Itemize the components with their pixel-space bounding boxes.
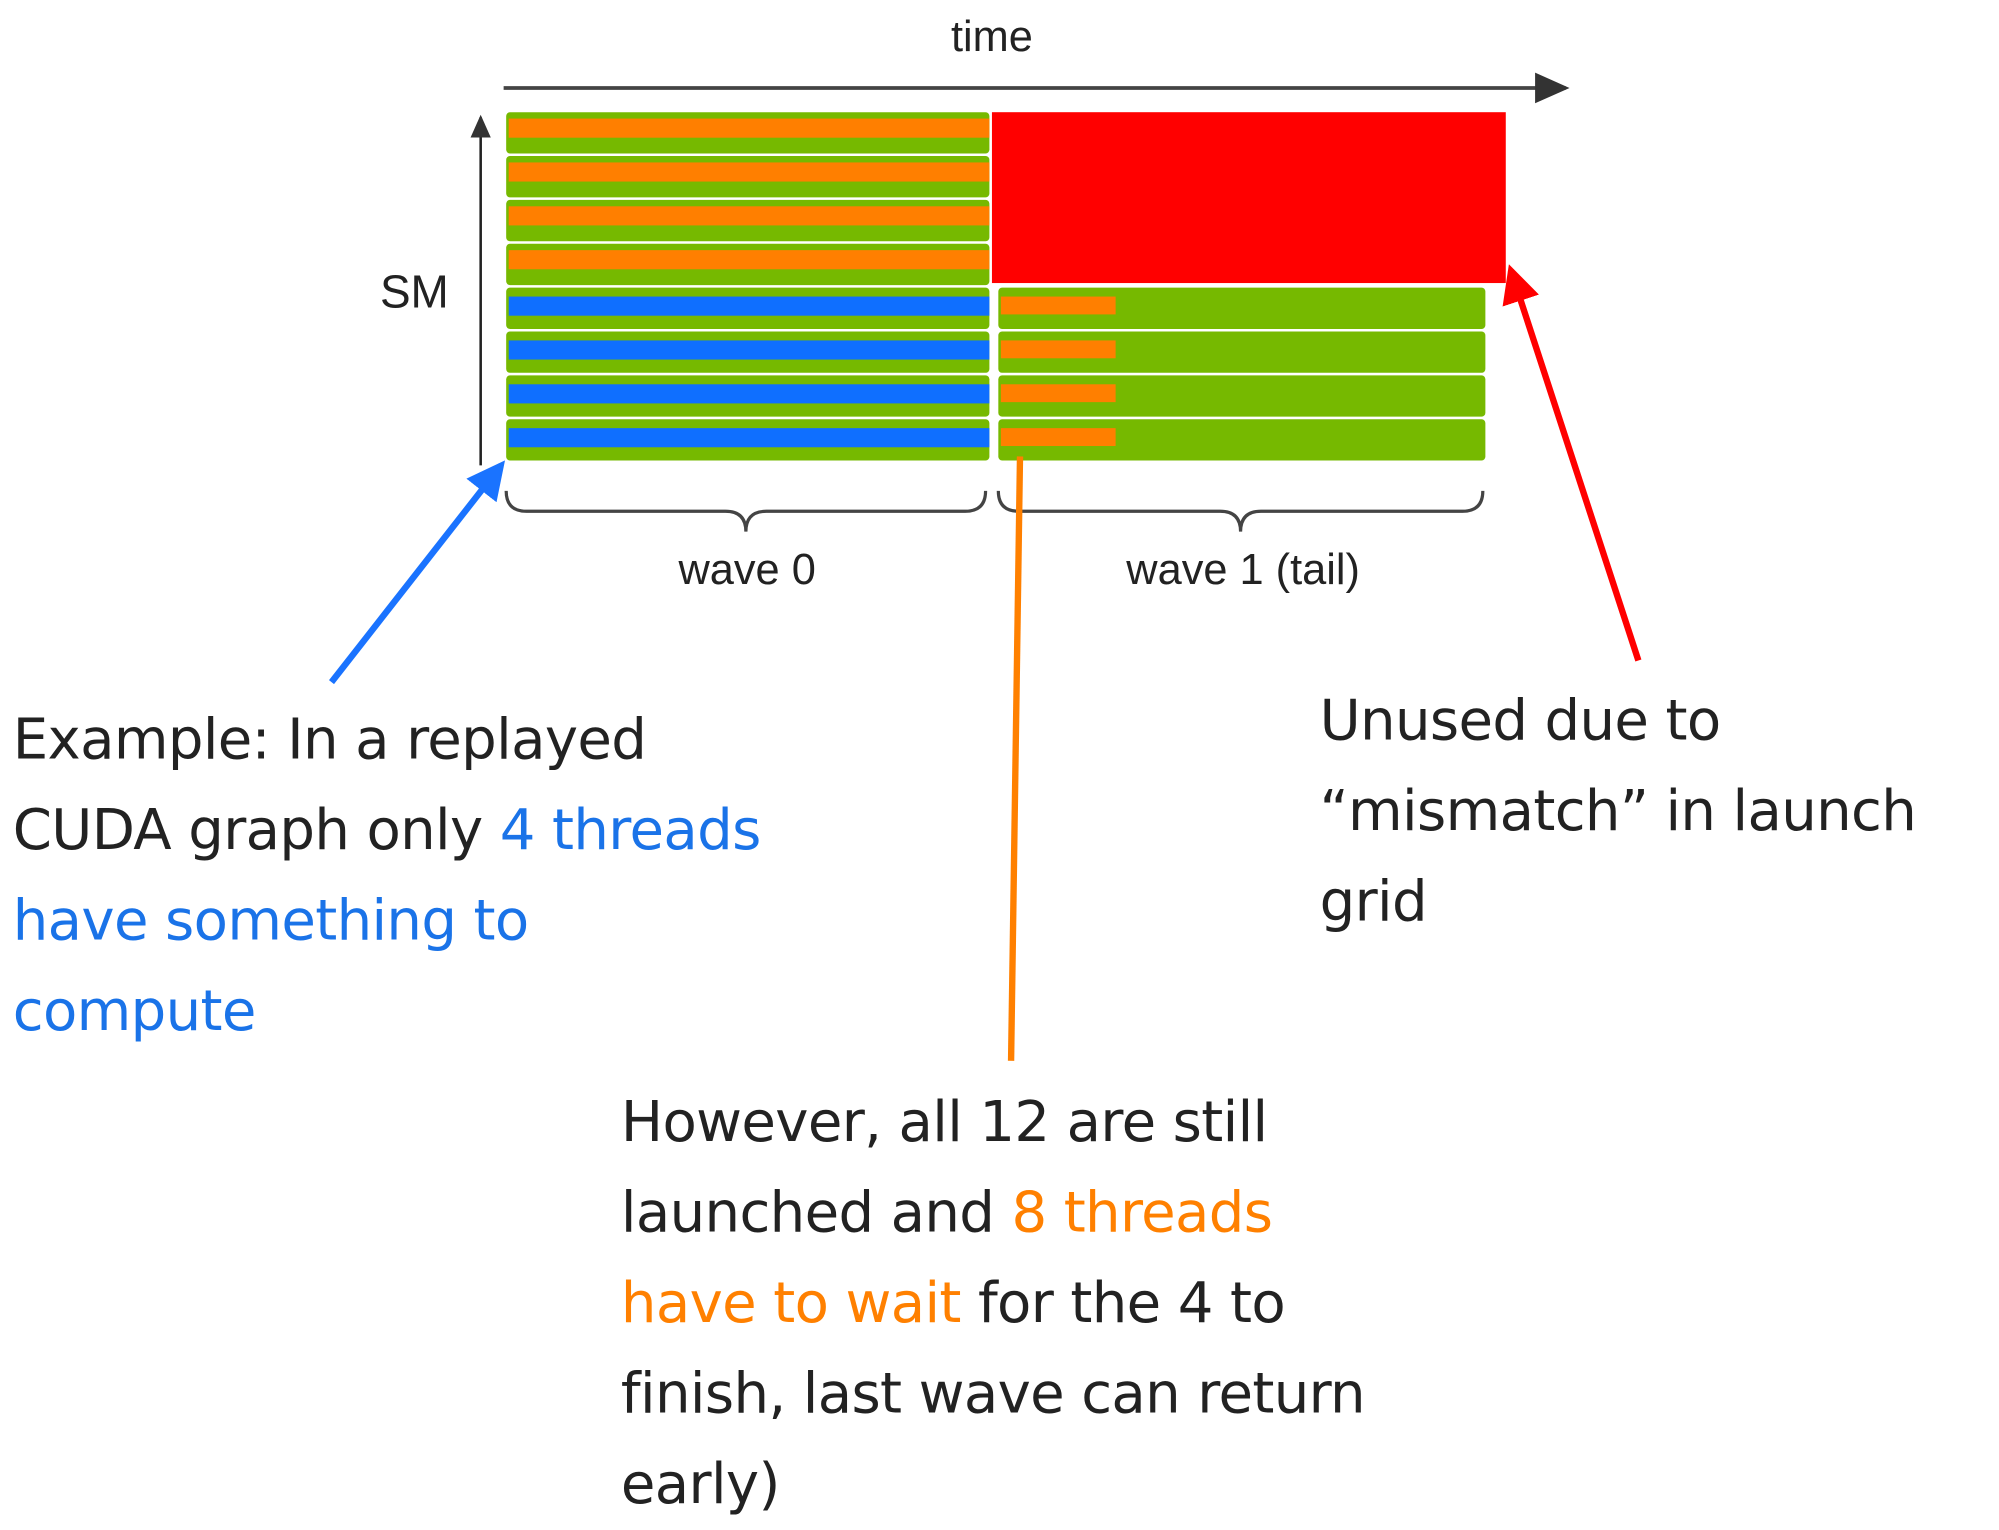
wave-1-short-bar (1000, 340, 1116, 359)
bottom-annotation: However, all 12 are still launched and 8… (621, 1077, 1373, 1530)
wave-1-label: wave 1 (tail) (1125, 546, 1360, 594)
bottom-note-text: However, all 12 are still launched and (620, 1090, 1268, 1246)
orange-pointer-line (1007, 456, 1024, 1061)
time-axis-label: time (951, 13, 1033, 61)
wave-1-block (998, 419, 1486, 461)
wave-0-compute-bar (508, 296, 990, 316)
left-note-text: Example: In a replayed CUDA graph only (12, 707, 647, 864)
wave-0-waiting-bar (508, 206, 990, 226)
wave-0-compute-bar (508, 428, 990, 448)
left-note-highlight: 4 threads have something to compute (12, 798, 762, 1045)
sm-rows (506, 112, 1486, 461)
bottom-note-text-end: for the 4 to finish, last wave can retur… (620, 1271, 1366, 1518)
wave-1-block (998, 287, 1486, 329)
unused-region (991, 112, 1506, 284)
bottom-note-highlight: 8 threads have to wait (620, 1180, 1273, 1337)
wave-0-label: wave 0 (677, 546, 815, 594)
sm-axis-label: SM (380, 265, 449, 317)
wave-0-waiting-bar (508, 162, 990, 182)
wave-0-compute-bar (508, 340, 990, 360)
wave-1-short-bar (1000, 428, 1116, 446)
wave-1-short-bar (1000, 384, 1116, 403)
wave-0-waiting-bar (508, 250, 990, 270)
right-note-text: Unused due to “mismatch” in launch grid (1319, 688, 1917, 935)
wave-0-brace (504, 490, 988, 532)
wave-0-waiting-bar (508, 118, 990, 138)
red-arrow (1502, 264, 1642, 662)
wave-1-short-bar (1000, 296, 1116, 315)
wave-0-compute-bar (508, 384, 990, 404)
wave-1-brace (996, 490, 1485, 532)
blue-arrow (328, 460, 506, 685)
right-annotation: Unused due to “mismatch” in launch grid (1320, 676, 1996, 948)
wave-1-block (998, 331, 1486, 373)
wave-1-block (998, 375, 1486, 417)
left-annotation: Example: In a replayed CUDA graph only 4… (13, 695, 778, 1057)
